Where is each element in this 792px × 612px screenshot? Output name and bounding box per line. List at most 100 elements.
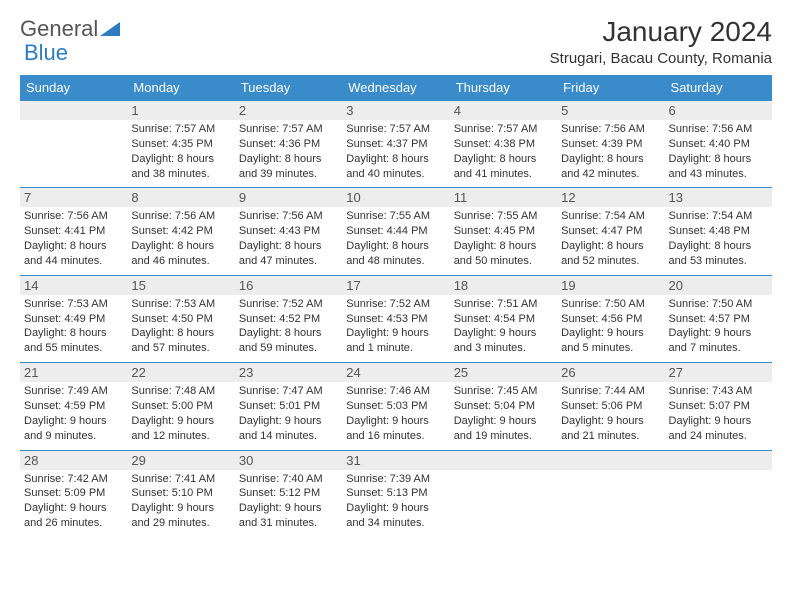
calendar-day-cell: 11Sunrise: 7:55 AMSunset: 4:45 PMDayligh… xyxy=(450,188,557,275)
day-info: Sunrise: 7:42 AMSunset: 5:09 PMDaylight:… xyxy=(24,472,123,531)
calendar-table: SundayMondayTuesdayWednesdayThursdayFrid… xyxy=(20,75,772,537)
sunset-text: Sunset: 4:59 PM xyxy=(24,399,123,414)
sunset-text: Sunset: 4:35 PM xyxy=(131,137,230,152)
sunset-text: Sunset: 5:01 PM xyxy=(239,399,338,414)
day-info: Sunrise: 7:51 AMSunset: 4:54 PMDaylight:… xyxy=(454,297,553,356)
sunset-text: Sunset: 4:56 PM xyxy=(561,312,660,327)
daylight-text: Daylight: 8 hours and 39 minutes. xyxy=(239,152,338,182)
day-info: Sunrise: 7:40 AMSunset: 5:12 PMDaylight:… xyxy=(239,472,338,531)
day-info: Sunrise: 7:56 AMSunset: 4:41 PMDaylight:… xyxy=(24,209,123,268)
weekday-header: Monday xyxy=(127,75,234,101)
calendar-week-row: 21Sunrise: 7:49 AMSunset: 4:59 PMDayligh… xyxy=(20,363,772,450)
daylight-text: Daylight: 8 hours and 59 minutes. xyxy=(239,326,338,356)
day-info: Sunrise: 7:43 AMSunset: 5:07 PMDaylight:… xyxy=(669,384,768,443)
day-number: 14 xyxy=(20,276,127,295)
calendar-day-cell: 24Sunrise: 7:46 AMSunset: 5:03 PMDayligh… xyxy=(342,363,449,450)
sunset-text: Sunset: 4:42 PM xyxy=(131,224,230,239)
daylight-text: Daylight: 9 hours and 14 minutes. xyxy=(239,414,338,444)
calendar-day-cell: 17 Sunrise: 7:52 AMSunset: 4:53 PMDayligh… xyxy=(342,275,449,362)
daylight-text: Daylight: 9 hours and 16 minutes. xyxy=(346,414,445,444)
sunrise-text: Sunrise: 7:56 AM xyxy=(561,122,660,137)
sunrise-text: Sunrise: 7:48 AM xyxy=(131,384,230,399)
calendar-day-cell: 23Sunrise: 7:47 AMSunset: 5:01 PMDayligh… xyxy=(235,363,342,450)
day-number: 12 xyxy=(557,188,664,207)
day-number: 27 xyxy=(665,363,772,382)
weekday-header: Friday xyxy=(557,75,664,101)
day-info: Sunrise: 7:39 AMSunset: 5:13 PMDaylight:… xyxy=(346,472,445,531)
daylight-text: Daylight: 8 hours and 41 minutes. xyxy=(454,152,553,182)
sunset-text: Sunset: 4:45 PM xyxy=(454,224,553,239)
daylight-text: Daylight: 9 hours and 24 minutes. xyxy=(669,414,768,444)
day-info: Sunrise: 7:41 AMSunset: 5:10 PMDaylight:… xyxy=(131,472,230,531)
day-number-empty xyxy=(20,101,127,120)
day-info: Sunrise: 7:46 AMSunset: 5:03 PMDaylight:… xyxy=(346,384,445,443)
daylight-text: Daylight: 9 hours and 1 minute. xyxy=(346,326,445,356)
day-number: 19 xyxy=(557,276,664,295)
day-number: 22 xyxy=(127,363,234,382)
sunrise-text: Sunrise: 7:40 AM xyxy=(239,472,338,487)
day-number: 16 xyxy=(235,276,342,295)
calendar-day-cell: 4Sunrise: 7:57 AMSunset: 4:38 PMDaylight… xyxy=(450,101,557,188)
day-info: Sunrise: 7:45 AMSunset: 5:04 PMDaylight:… xyxy=(454,384,553,443)
sunset-text: Sunset: 4:38 PM xyxy=(454,137,553,152)
day-info: Sunrise: 7:57 AMSunset: 4:35 PMDaylight:… xyxy=(131,122,230,181)
sunset-text: Sunset: 4:37 PM xyxy=(346,137,445,152)
daylight-text: Daylight: 8 hours and 42 minutes. xyxy=(561,152,660,182)
sunset-text: Sunset: 4:41 PM xyxy=(24,224,123,239)
day-number: 20 xyxy=(665,276,772,295)
calendar-day-cell: 7Sunrise: 7:56 AMSunset: 4:41 PMDaylight… xyxy=(20,188,127,275)
calendar-day-cell: 15Sunrise: 7:53 AMSunset: 4:50 PMDayligh… xyxy=(127,275,234,362)
day-number: 26 xyxy=(557,363,664,382)
daylight-text: Daylight: 8 hours and 55 minutes. xyxy=(24,326,123,356)
day-number: 29 xyxy=(127,451,234,470)
day-info: Sunrise: 7:52 AMSunset: 4:53 PMDaylight:… xyxy=(346,297,445,356)
day-number: 3 xyxy=(342,101,449,120)
calendar-body: 1Sunrise: 7:57 AMSunset: 4:35 PMDaylight… xyxy=(20,101,772,537)
calendar-day-cell: 13 Sunrise: 7:54 AMSunset: 4:48 PMDayligh… xyxy=(665,188,772,275)
day-number: 28 xyxy=(20,451,127,470)
calendar-day-cell: 14Sunrise: 7:53 AMSunset: 4:49 PMDayligh… xyxy=(20,275,127,362)
day-info: Sunrise: 7:50 AMSunset: 4:56 PMDaylight:… xyxy=(561,297,660,356)
sunset-text: Sunset: 4:53 PM xyxy=(346,312,445,327)
day-number-empty xyxy=(665,451,772,470)
calendar-day-cell xyxy=(665,450,772,537)
sunset-text: Sunset: 4:40 PM xyxy=(669,137,768,152)
sunset-text: Sunset: 4:49 PM xyxy=(24,312,123,327)
daylight-text: Daylight: 8 hours and 44 minutes. xyxy=(24,239,123,269)
weekday-header: Sunday xyxy=(20,75,127,101)
day-number: 15 xyxy=(127,276,234,295)
sunset-text: Sunset: 4:39 PM xyxy=(561,137,660,152)
daylight-text: Daylight: 9 hours and 7 minutes. xyxy=(669,326,768,356)
day-info: Sunrise: 7:44 AMSunset: 5:06 PMDaylight:… xyxy=(561,384,660,443)
sunset-text: Sunset: 4:43 PM xyxy=(239,224,338,239)
daylight-text: Daylight: 8 hours and 52 minutes. xyxy=(561,239,660,269)
daylight-text: Daylight: 8 hours and 46 minutes. xyxy=(131,239,230,269)
day-info: Sunrise: 7:54 AMSunset: 4:48 PMDaylight:… xyxy=(669,209,768,268)
calendar-day-cell: 2Sunrise: 7:57 AMSunset: 4:36 PMDaylight… xyxy=(235,101,342,188)
daylight-text: Daylight: 8 hours and 48 minutes. xyxy=(346,239,445,269)
sunrise-text: Sunrise: 7:55 AM xyxy=(346,209,445,224)
sunset-text: Sunset: 5:00 PM xyxy=(131,399,230,414)
day-number: 23 xyxy=(235,363,342,382)
sunrise-text: Sunrise: 7:52 AM xyxy=(346,297,445,312)
calendar-day-cell: 25Sunrise: 7:45 AMSunset: 5:04 PMDayligh… xyxy=(450,363,557,450)
sunrise-text: Sunrise: 7:52 AM xyxy=(239,297,338,312)
sunset-text: Sunset: 4:50 PM xyxy=(131,312,230,327)
sunrise-text: Sunrise: 7:56 AM xyxy=(669,122,768,137)
day-number: 13 xyxy=(665,188,772,207)
sunrise-text: Sunrise: 7:56 AM xyxy=(24,209,123,224)
calendar-day-cell xyxy=(557,450,664,537)
day-number: 2 xyxy=(235,101,342,120)
sunset-text: Sunset: 5:12 PM xyxy=(239,486,338,501)
day-number: 17 xyxy=(342,276,449,295)
daylight-text: Daylight: 9 hours and 21 minutes. xyxy=(561,414,660,444)
sunrise-text: Sunrise: 7:57 AM xyxy=(346,122,445,137)
calendar-day-cell: 18Sunrise: 7:51 AMSunset: 4:54 PMDayligh… xyxy=(450,275,557,362)
daylight-text: Daylight: 9 hours and 26 minutes. xyxy=(24,501,123,531)
daylight-text: Daylight: 9 hours and 31 minutes. xyxy=(239,501,338,531)
daylight-text: Daylight: 8 hours and 43 minutes. xyxy=(669,152,768,182)
sunrise-text: Sunrise: 7:54 AM xyxy=(669,209,768,224)
day-number: 11 xyxy=(450,188,557,207)
sunset-text: Sunset: 5:09 PM xyxy=(24,486,123,501)
sunset-text: Sunset: 5:13 PM xyxy=(346,486,445,501)
